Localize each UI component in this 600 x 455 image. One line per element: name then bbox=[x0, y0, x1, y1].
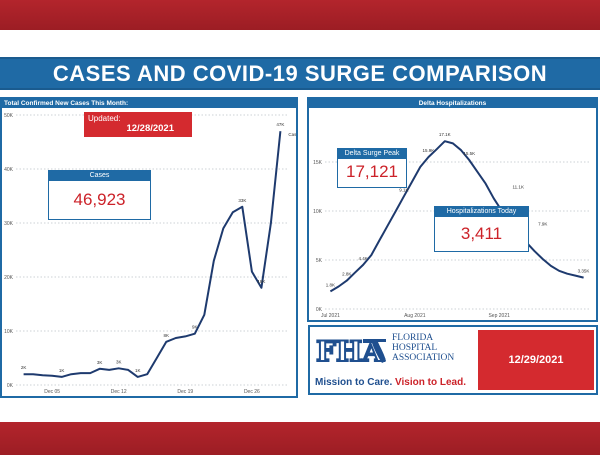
title-bar: CASES AND COVID-19 SURGE COMPARISON bbox=[0, 57, 600, 90]
hosp-y-tick-label: 15K bbox=[313, 160, 323, 166]
cases-x-tick-label: Dec 05 bbox=[44, 389, 60, 395]
hosp-data-label: 7.9K bbox=[538, 222, 547, 227]
hosp-data-label: 15.5K bbox=[463, 151, 475, 156]
cases-series-line bbox=[23, 131, 282, 378]
hosp-x-tick-label: Jul 2021 bbox=[321, 313, 340, 319]
cases-x-tick-label: Dec 12 bbox=[111, 389, 127, 395]
tagline-vision: Vision to Lead. bbox=[395, 377, 466, 388]
florida-state-outline-icon bbox=[363, 339, 386, 363]
cases-chart-title: Total Confirmed New Cases This Month: bbox=[2, 99, 296, 108]
cases-data-label: 8K bbox=[164, 333, 170, 338]
tagline-mission: Mission to Care. bbox=[315, 377, 393, 388]
hospitalizations-line-chart: 0K 5K 10K 15K Jul 2021 Aug 2021 Sep 2021 1.8K 2.… bbox=[313, 132, 590, 319]
cases-box-label: Cases bbox=[49, 171, 150, 181]
hosp-data-label: 2.8K bbox=[342, 272, 351, 277]
cases-y-tick-label: 0K bbox=[7, 383, 14, 389]
cases-y-tick-label: 50K bbox=[4, 113, 14, 119]
fha-logo-panel: FHA FLORIDA HOSPITAL ASSOCIATION Mission… bbox=[308, 325, 598, 395]
page-title: CASES AND COVID-19 SURGE COMPARISON bbox=[52, 60, 548, 86]
cases-y-tick-label: 20K bbox=[4, 275, 14, 281]
fha-logo: FHA bbox=[316, 335, 386, 365]
association-line3: ASSOCIATION bbox=[392, 353, 455, 363]
cases-line-chart: 0K 10K 20K 30K 40K 50K Dec 05 Dec 12 Dec 19 Dec 2… bbox=[4, 113, 296, 395]
tagline: Mission to Care. Vision to Lead. bbox=[315, 377, 466, 388]
hosp-y-tick-label: 5K bbox=[316, 258, 323, 264]
hosp-data-label: 3.35K bbox=[578, 269, 590, 274]
updated-date: 12/28/2021 bbox=[126, 123, 174, 134]
cases-data-label: 9K bbox=[192, 325, 198, 330]
cases-box: Cases 46,923 bbox=[48, 170, 151, 220]
cases-x-tick-label: Dec 19 bbox=[177, 389, 193, 395]
peak-box-label: Delta Surge Peak bbox=[338, 149, 406, 159]
bottom-red-band bbox=[0, 422, 600, 455]
cases-data-label: 1K bbox=[59, 368, 65, 373]
updated-badge: Updated: 12/28/2021 bbox=[84, 112, 192, 137]
hosp-data-label: 15.9K bbox=[423, 148, 435, 153]
cases-data-label: 47K bbox=[276, 122, 284, 127]
cases-data-label: 1K bbox=[135, 368, 141, 373]
hospitalizations-chart-title: Delta Hospitalizations bbox=[309, 99, 596, 108]
hosp-x-tick-label: Aug 2021 bbox=[404, 313, 426, 319]
today-box-label: Hospitalizations Today bbox=[435, 207, 528, 217]
updated-label: Updated: bbox=[88, 114, 121, 123]
association-name: FLORIDA HOSPITAL ASSOCIATION bbox=[392, 333, 454, 363]
hosp-data-label: 17.1K bbox=[439, 132, 451, 137]
cases-y-tick-label: 40K bbox=[4, 167, 14, 173]
today-box-value: 3,411 bbox=[460, 224, 503, 243]
association-line2: HOSPITAL bbox=[392, 343, 438, 353]
cases-x-tick-label: Dec 26 bbox=[244, 389, 260, 395]
hospitalizations-chart-panel: Delta Hospitalizations 0K 5K 10K 15K Jul 202… bbox=[307, 97, 598, 322]
cases-data-label: 33K bbox=[238, 198, 246, 203]
peak-box-value: 17,121 bbox=[346, 162, 398, 181]
cases-data-label: 3K bbox=[116, 359, 122, 364]
hosp-data-label: 11.1K bbox=[513, 184, 524, 189]
hosp-data-label: 9.1K bbox=[399, 187, 408, 192]
cases-y-tick-label: 10K bbox=[4, 329, 14, 335]
hosp-y-tick-label: 10K bbox=[313, 209, 323, 215]
hosp-y-tick-label: 0K bbox=[316, 307, 323, 313]
hosp-series-line bbox=[329, 140, 584, 293]
cases-data-label: 3K bbox=[97, 360, 103, 365]
today-box: Hospitalizations Today 3,411 bbox=[434, 206, 529, 252]
cases-y-tick-label: 30K bbox=[4, 221, 14, 227]
logo-date: 12/29/2021 bbox=[478, 330, 594, 390]
cases-data-label: 18K bbox=[257, 279, 265, 284]
hosp-x-tick-label: Sep 2021 bbox=[488, 313, 510, 319]
cases-annotation: Cases bbox=[288, 132, 296, 137]
cases-chart-panel: Total Confirmed New Cases This Month: 0K… bbox=[0, 97, 298, 398]
hosp-data-label: 4.4K bbox=[358, 256, 367, 261]
hosp-data-label: 1.8K bbox=[326, 282, 335, 287]
peak-box: Delta Surge Peak 17,121 bbox=[337, 148, 407, 188]
association-line1: FLORIDA bbox=[392, 333, 434, 343]
top-red-band bbox=[0, 0, 600, 30]
cases-data-label: 2K bbox=[21, 365, 27, 370]
cases-box-value: 46,923 bbox=[73, 190, 126, 209]
